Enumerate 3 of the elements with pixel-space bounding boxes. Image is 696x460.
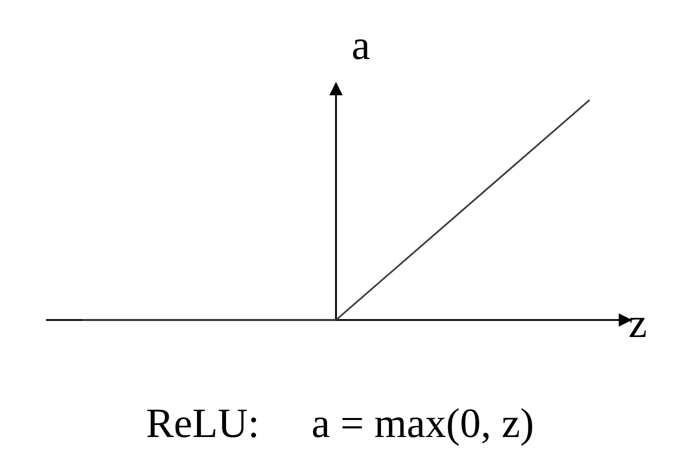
y-axis-title: a bbox=[353, 39, 370, 60]
text: ReLU: a = max(0, z) bbox=[147, 408, 532, 446]
x-axis-title: z bbox=[630, 318, 646, 337]
